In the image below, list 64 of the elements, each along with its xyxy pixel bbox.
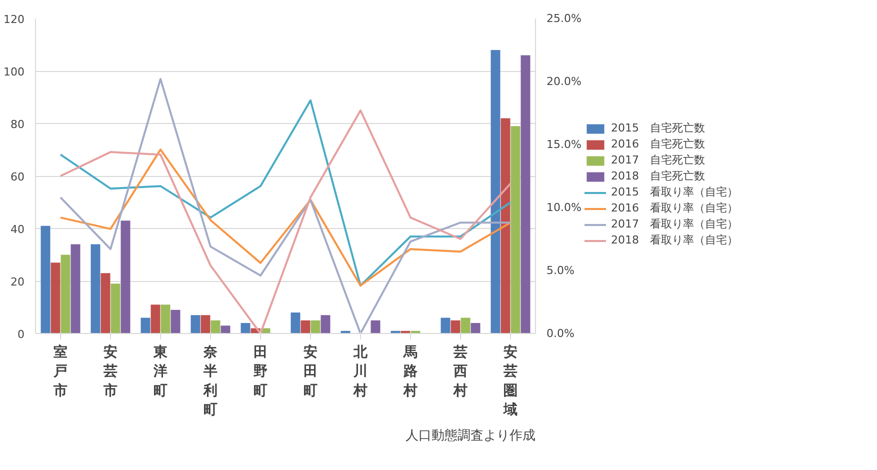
y-tick-label: 40: [10, 223, 25, 236]
bar: [160, 304, 170, 334]
y2-tick-label: 25.0%: [546, 12, 582, 25]
x-tick-label: 芸西村: [452, 344, 468, 399]
legend-label: 2016 自宅死亡数: [611, 136, 705, 152]
x-tick-label: 東洋町: [152, 344, 168, 399]
bar: [520, 55, 530, 334]
x-tick-label: 安田町: [304, 344, 318, 399]
y-tick-label: 20: [10, 276, 25, 288]
legend-label: 2016 看取り率（自宅）: [611, 200, 738, 216]
bar: [370, 320, 380, 334]
bar: [90, 244, 100, 334]
bar: [60, 254, 70, 334]
bar: [500, 118, 510, 334]
bar: [110, 284, 120, 334]
bar: [470, 323, 480, 334]
bar: [300, 320, 310, 334]
y2-tick-label: 0.0%: [546, 327, 574, 340]
bar: [490, 50, 500, 334]
line-series: [60, 99, 512, 287]
x-tick-label: 室戸市: [52, 344, 68, 399]
bar: [220, 326, 230, 334]
bar: [70, 244, 80, 334]
bar: [150, 304, 160, 334]
y-tick-label: 120: [4, 13, 25, 26]
bar: [190, 315, 200, 334]
y-tick-label: 0: [18, 328, 24, 341]
bar: [50, 262, 60, 334]
line-series: [60, 148, 512, 287]
x-tick-label: 安芸市: [102, 344, 118, 399]
bar: [120, 220, 130, 334]
bar: [200, 315, 210, 334]
legend-label: 2018 看取り率（自宅）: [611, 232, 738, 248]
bar: [440, 318, 450, 334]
bar: [310, 320, 320, 334]
y2-tick-label: 20.0%: [546, 75, 582, 88]
x-tick-label: 田野町: [254, 344, 268, 399]
x-tick-label: 安芸圏域: [502, 344, 518, 418]
bar: [40, 226, 50, 334]
bar: [460, 318, 470, 334]
legend-label: 2017 自宅死亡数: [611, 152, 705, 168]
x-tick-label: 北川村: [352, 344, 368, 399]
bar: [320, 315, 330, 334]
legend-label: 2018 自宅死亡数: [611, 168, 705, 184]
bar: [140, 318, 150, 334]
y2-tick-label: 10.0%: [546, 201, 582, 214]
bar: [170, 310, 180, 334]
legend-label: 2015 看取り率（自宅）: [611, 184, 738, 200]
legend-label: 2015 自宅死亡数: [611, 120, 705, 136]
bar: [510, 126, 520, 334]
legend-label: 2017 看取り率（自宅）: [611, 216, 738, 232]
bar: [290, 312, 300, 334]
y-tick-label: 100: [4, 66, 25, 78]
y2-tick-label: 15.0%: [546, 138, 582, 151]
bar: [450, 320, 460, 334]
bar: [240, 323, 250, 334]
y-tick-label: 80: [10, 118, 25, 131]
y2-tick-label: 5.0%: [546, 264, 574, 277]
x-tick-label: 奈半利町: [202, 344, 218, 418]
text: 人口動態調査より作成: [406, 428, 536, 444]
y-tick-label: 60: [10, 170, 25, 184]
x-tick-label: 馬路村: [402, 344, 418, 399]
bar: [100, 273, 110, 334]
bar: [210, 320, 220, 334]
